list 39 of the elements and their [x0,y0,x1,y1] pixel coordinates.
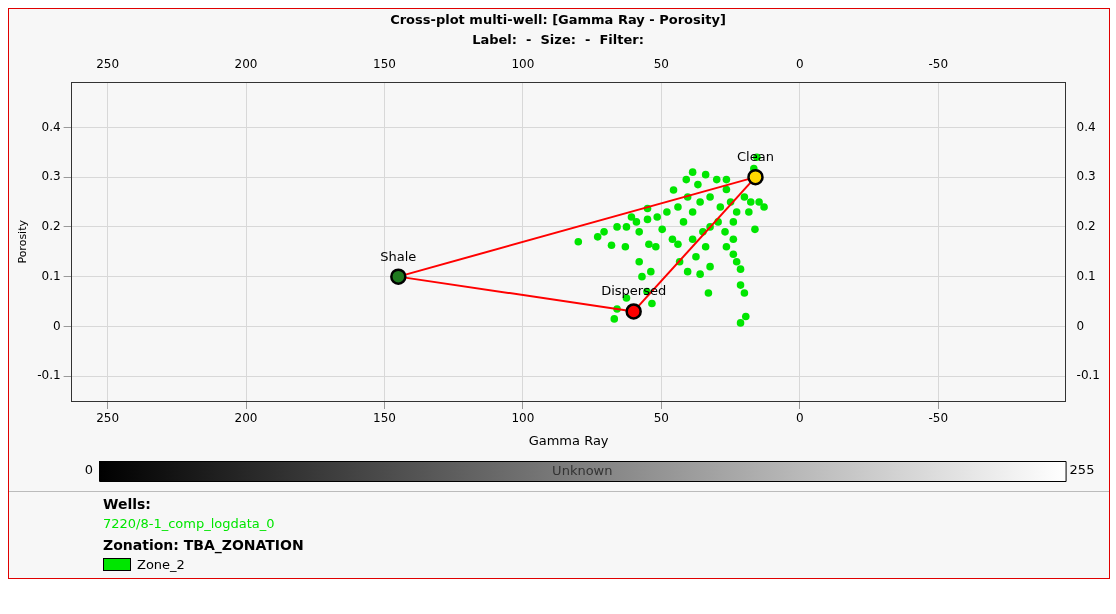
chart-title: Cross-plot multi-well: [Gamma Ray - Porosity] [390,12,726,28]
x2-tick-label: 100 [511,56,535,71]
x2-tick-label: 50 [653,56,669,71]
legend-label: Zone_2 [137,557,185,572]
y-tick-label: 0.2 [41,219,61,233]
text: 0 [84,462,93,478]
x2-tick-label: 150 [373,56,396,71]
text: Zonation: TBA_ZONATION [103,537,305,553]
y2-tick-label: 0 [1076,318,1085,333]
text: 255 [1069,462,1095,478]
x-tick-label: 100 [511,411,535,426]
x-tick-label: 200 [234,411,258,426]
x2-tick-label: 0 [795,56,804,71]
y2-tick-label: 0.3 [1076,169,1096,184]
x-tick-label: -50 [928,411,949,426]
x-tick-label: 250 [96,411,120,426]
y-tick-label: -0.1 [37,368,61,383]
y-tick-label: 0.4 [41,119,61,134]
annotation: Clean [737,149,774,164]
y-tick-label: 0 [52,318,61,333]
color-bar-title: Unknown [552,463,613,479]
chart-subtitle: Label: - Size: - Filter: [472,31,644,47]
text: 7220/8-1_comp_logdata_0 [103,516,276,531]
x-tick-label: 0 [795,411,804,426]
x-tick-label: 50 [653,411,669,426]
x-tick-label: 150 [373,411,396,426]
x-axis-title: Gamma Ray [528,432,609,448]
annotation: Shale [380,248,417,264]
y2-tick-label: 0.2 [1076,219,1096,233]
y2-tick-label: 0.1 [1076,268,1096,283]
y2-tick-label: 0.4 [1076,119,1096,134]
x2-tick-label: 200 [234,56,258,71]
y-axis-title: Porosity [16,219,30,264]
legend-title: Wells: [103,496,152,512]
x2-tick-label: 250 [96,56,120,71]
y-tick-label: 0.3 [41,169,61,184]
y-tick-label: 0.1 [41,268,61,283]
y2-tick-label: -0.1 [1076,368,1101,383]
x2-tick-label: -50 [928,56,949,71]
